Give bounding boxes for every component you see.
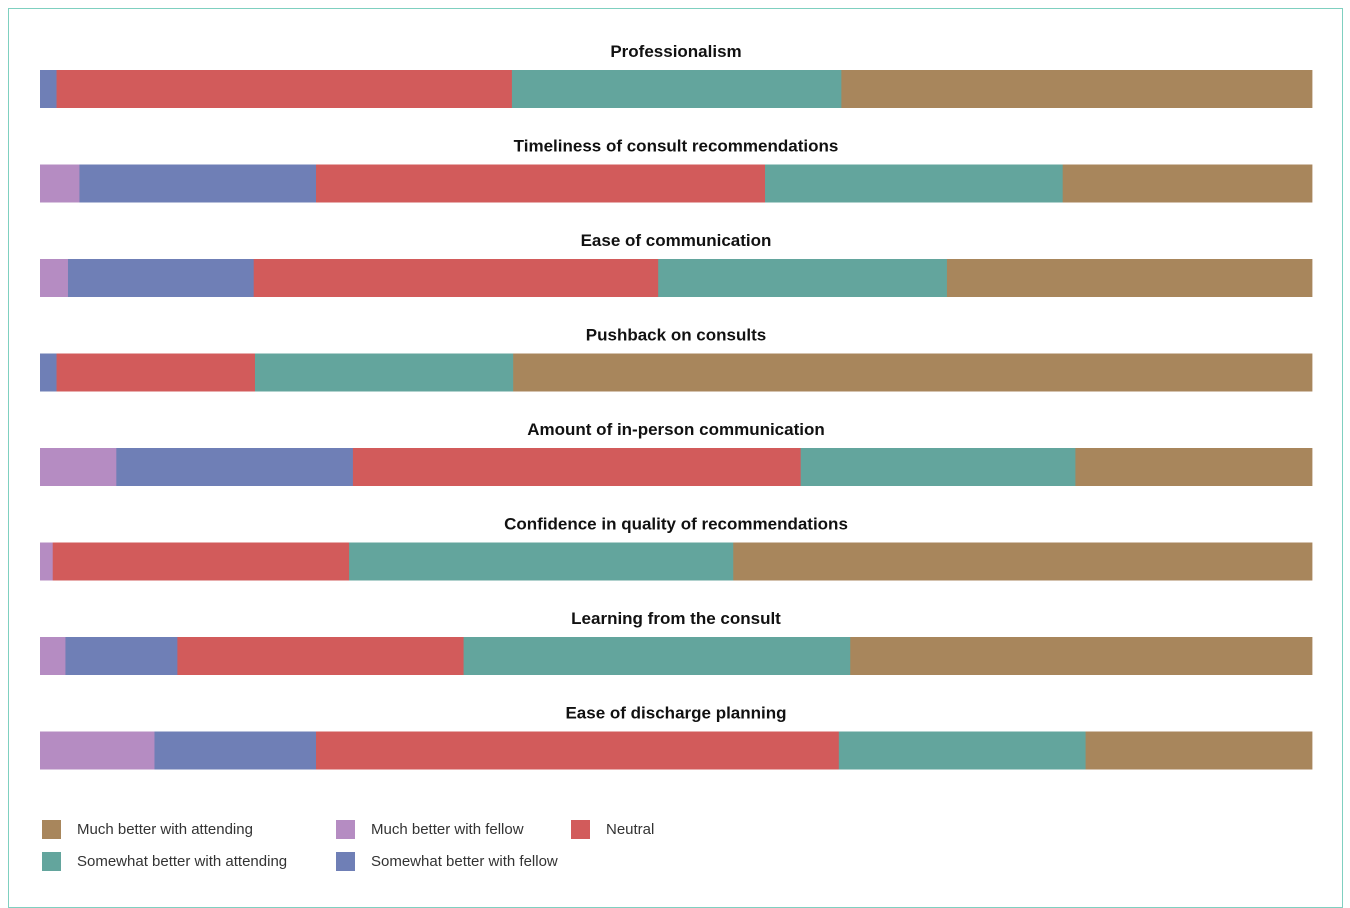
bar-segment [463, 637, 851, 675]
bar-title: Learning from the consult [571, 609, 781, 628]
legend-label: Somewhat better with fellow [371, 853, 558, 870]
bar-segment [254, 353, 514, 392]
legend-swatch [336, 820, 355, 839]
bar-segment [40, 259, 69, 297]
bar-segment [40, 70, 57, 108]
bar-segment [838, 731, 1086, 770]
bar-segment [316, 731, 840, 770]
bar-segment [1075, 448, 1313, 486]
legend-item-much-better-fellow: Much better with fellow [336, 820, 524, 839]
bar-segment [154, 731, 317, 770]
bar-segment [177, 637, 464, 675]
bar-segment [1085, 731, 1313, 770]
bar-segment [40, 164, 80, 203]
bar-segment [65, 637, 178, 675]
bar-segment [349, 542, 734, 581]
bar-segment [946, 259, 1313, 297]
legend-item-neutral: Neutral [571, 820, 654, 839]
legend-item-much-better-attending: Much better with attending [42, 820, 253, 839]
stacked-bar-chart: Professionalism Timeliness of consult rec… [40, 42, 1313, 770]
bar-segment [733, 542, 1313, 581]
legend-label: Somewhat better with attending [77, 853, 288, 870]
bar-segment [40, 637, 66, 675]
bar-segment [765, 164, 1064, 203]
bar-segment [40, 353, 57, 392]
bar-title: Confidence in quality of recommendations [504, 515, 848, 534]
bar-segment [352, 448, 802, 486]
bar-segment [52, 542, 350, 581]
legend-item-somewhat-better-fellow: Somewhat better with fellow [336, 852, 558, 871]
bar-title: Timeliness of consult recommendations [514, 137, 839, 156]
bar-title: Ease of discharge planning [565, 704, 786, 723]
bar-segment [40, 731, 155, 770]
bar-segment [800, 448, 1076, 486]
legend-label: Neutral [606, 821, 655, 838]
bar-title: Pushback on consults [586, 326, 766, 345]
bar-title: Ease of communication [581, 231, 772, 250]
legend-swatch [571, 820, 590, 839]
bar-segment [658, 259, 948, 297]
legend-swatch [42, 820, 61, 839]
legend-swatch [42, 852, 61, 871]
bar-segment [56, 70, 513, 108]
bar-segment [67, 259, 255, 297]
bar-segment [1062, 164, 1313, 203]
bar-segment [116, 448, 354, 486]
bar-segment [511, 70, 842, 108]
bar-segment [40, 542, 54, 581]
bar-segment [79, 164, 317, 203]
bar-segment [253, 259, 659, 297]
bar-segment [40, 448, 117, 486]
legend: Much better with attending Much better w… [42, 820, 742, 880]
bar-title: Professionalism [610, 42, 741, 61]
bar-segment [316, 164, 766, 203]
legend-item-somewhat-better-attending: Somewhat better with attending [42, 852, 287, 871]
bar-segment [850, 637, 1313, 675]
legend-label: Much better with fellow [371, 821, 524, 838]
bar-title: Amount of in-person communication [527, 420, 825, 439]
legend-label: Much better with attending [77, 821, 253, 838]
bar-segment [841, 70, 1313, 108]
bar-segment [56, 353, 256, 392]
bar-segment [513, 353, 1313, 392]
legend-swatch [336, 852, 355, 871]
